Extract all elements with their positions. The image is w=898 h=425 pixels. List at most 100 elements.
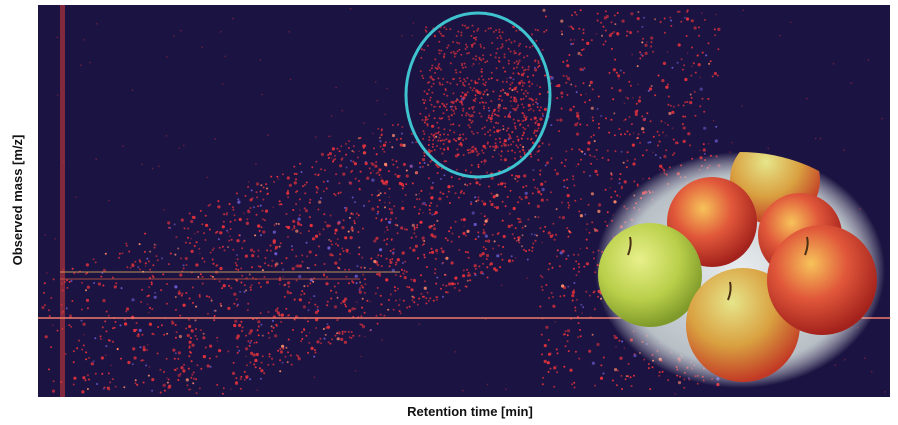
signal-dot: [382, 148, 384, 150]
signal-dot: [292, 267, 295, 270]
signal-dot: [630, 32, 632, 34]
signal-dot: [516, 100, 518, 102]
signal-dot: [125, 243, 127, 245]
signal-dot: [340, 145, 342, 147]
signal-dot: [515, 227, 517, 229]
signal-dot: [414, 228, 416, 230]
signal-dot: [429, 212, 431, 214]
signal-dot: [141, 289, 143, 291]
signal-dot: [565, 159, 567, 161]
signal-dot: [438, 41, 440, 43]
signal-dot: [503, 67, 505, 69]
signal-dot: [710, 60, 712, 62]
signal-dot: [317, 209, 319, 211]
signal-dot: [431, 92, 433, 94]
signal-dot: [514, 97, 516, 99]
signal-dot: [521, 138, 523, 140]
signal-dot: [638, 133, 640, 135]
signal-dot: [565, 150, 567, 152]
signal-dot: [340, 338, 343, 341]
signal-dot: [591, 156, 593, 158]
signal-dot: [424, 287, 427, 290]
signal-dot: [222, 83, 224, 85]
signal-dot: [546, 199, 548, 201]
signal-dot: [299, 163, 301, 165]
signal-dot: [334, 155, 336, 157]
signal-dot: [646, 41, 648, 43]
signal-dot: [480, 44, 482, 46]
signal-dot: [559, 216, 561, 218]
signal-dot: [618, 128, 620, 130]
signal-dot: [697, 54, 699, 56]
signal-dot: [262, 355, 264, 357]
signal-dot: [309, 199, 311, 201]
signal-dot: [303, 328, 305, 330]
signal-dot: [195, 378, 197, 380]
signal-dot: [395, 264, 397, 266]
signal-dot: [300, 340, 302, 342]
signal-dot: [572, 300, 574, 302]
signal-dot: [380, 177, 382, 179]
signal-dot: [309, 216, 311, 218]
signal-dot: [282, 348, 284, 350]
signal-dot: [483, 152, 485, 154]
signal-dot: [471, 80, 473, 82]
signal-dot: [614, 23, 616, 25]
signal-dot: [406, 174, 409, 177]
signal-dot: [457, 99, 459, 101]
signal-dot: [454, 283, 456, 285]
signal-dot: [589, 295, 591, 297]
signal-dot: [702, 98, 704, 100]
signal-dot: [205, 347, 207, 349]
signal-dot: [417, 257, 419, 259]
signal-dot: [166, 377, 168, 379]
signal-dot: [364, 267, 366, 269]
signal-dot: [405, 194, 407, 196]
signal-dot: [557, 249, 559, 251]
signal-dot: [536, 84, 538, 86]
signal-dot: [648, 90, 650, 92]
signal-dot: [843, 149, 845, 151]
signal-dot: [306, 242, 308, 244]
signal-dot: [173, 35, 175, 37]
signal-dot: [412, 224, 415, 227]
signal-dot: [556, 208, 558, 210]
signal-dot: [503, 235, 506, 238]
signal-dot: [479, 254, 482, 257]
signal-dot: [438, 197, 441, 200]
signal-dot: [405, 183, 407, 185]
signal-dot: [227, 350, 229, 352]
signal-dot: [487, 384, 489, 386]
signal-dot: [434, 117, 436, 119]
signal-dot: [490, 27, 492, 29]
signal-dot: [400, 275, 402, 277]
signal-dot: [314, 376, 316, 378]
signal-dot: [479, 184, 481, 186]
signal-dot: [552, 296, 554, 298]
signal-dot: [396, 139, 398, 141]
signal-dot: [538, 62, 540, 64]
signal-dot: [384, 202, 386, 204]
signal-dot: [466, 269, 468, 271]
signal-dot: [541, 276, 543, 278]
signal-dot: [637, 31, 639, 33]
signal-dot: [493, 31, 495, 33]
signal-dot: [385, 218, 387, 220]
signal-dot: [447, 239, 449, 241]
signal-dot: [541, 334, 543, 336]
signal-dot: [326, 276, 328, 278]
signal-dot: [302, 261, 304, 263]
signal-dot: [419, 193, 421, 195]
signal-dot: [135, 379, 137, 381]
signal-dot: [233, 293, 236, 296]
signal-dot: [578, 28, 580, 30]
signal-dot: [350, 160, 352, 162]
signal-dot: [708, 63, 710, 65]
signal-dot: [549, 263, 551, 265]
signal-dot: [254, 234, 256, 236]
signal-dot: [532, 192, 534, 194]
signal-dot: [458, 154, 460, 156]
signal-dot: [105, 253, 107, 255]
signal-dot: [279, 370, 281, 372]
signal-dot: [80, 64, 82, 66]
